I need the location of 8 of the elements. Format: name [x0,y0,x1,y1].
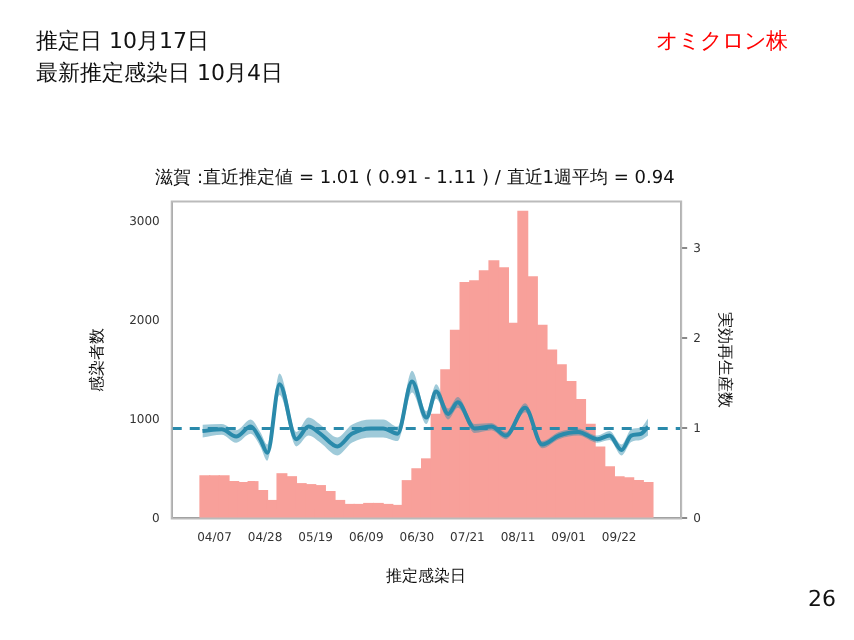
text: 最新推定感染日 10月4日 [36,58,283,88]
y2-axis-title: 実効再生産数 [716,312,735,408]
y-axis-title: 感染者数 [87,328,106,392]
text: オミクロン株 [656,26,788,56]
chart-title: 滋賀 :直近推定値 = 1.01 ( 0.91 - 1.11 ) / 直近1週平均 = 0.94 [155,167,676,190]
text: 推定日 10月17日 [36,26,209,56]
text: 26 [808,586,836,612]
x-axis-title: 推定感染日 [386,566,467,585]
